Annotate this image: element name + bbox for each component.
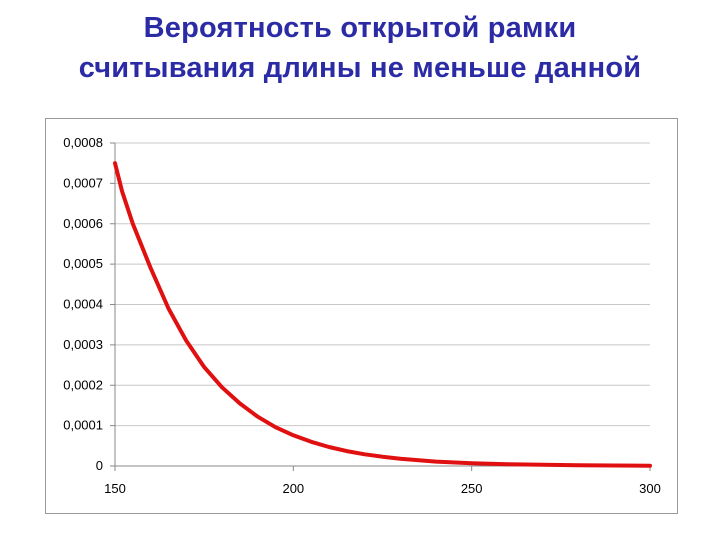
y-tick-label-4: 0,0004 bbox=[63, 297, 103, 312]
x-tick-label-1: 200 bbox=[282, 481, 304, 496]
title-line-1: Вероятность открытой рамки bbox=[143, 12, 577, 44]
series-group bbox=[113, 161, 652, 468]
gridlines bbox=[115, 142, 650, 467]
slide-title: Вероятность открытой рамки считывания дл… bbox=[0, 8, 720, 88]
y-tick-label-0: 0 bbox=[96, 458, 103, 473]
x-tick-labels: 150 200 250 300 bbox=[104, 481, 661, 496]
y-tick-label-5: 0,0005 bbox=[63, 256, 103, 271]
title-line-2: считывания длины не меньше данной bbox=[78, 52, 642, 84]
chart-frame bbox=[45, 118, 678, 514]
y-tick-label-6: 0,0006 bbox=[63, 216, 103, 231]
y-tick-label-8: 0,0008 bbox=[63, 135, 103, 150]
x-tick-label-3: 300 bbox=[639, 481, 661, 496]
y-tick-label-3: 0,0003 bbox=[63, 337, 103, 352]
series-line-0 bbox=[113, 161, 652, 468]
y-tick-label-7: 0,0007 bbox=[63, 175, 103, 190]
x-tick-label-2: 250 bbox=[461, 481, 483, 496]
y-tick-labels: 0 0,0001 0,0002 0,0003 0,0004 0,0005 0,0006 0,0… bbox=[63, 135, 103, 473]
y-tick-label-1: 0,0001 bbox=[63, 418, 103, 433]
y-tick-label-2: 0,0002 bbox=[63, 377, 103, 392]
axes bbox=[110, 142, 651, 471]
x-tick-label-0: 150 bbox=[104, 481, 126, 496]
